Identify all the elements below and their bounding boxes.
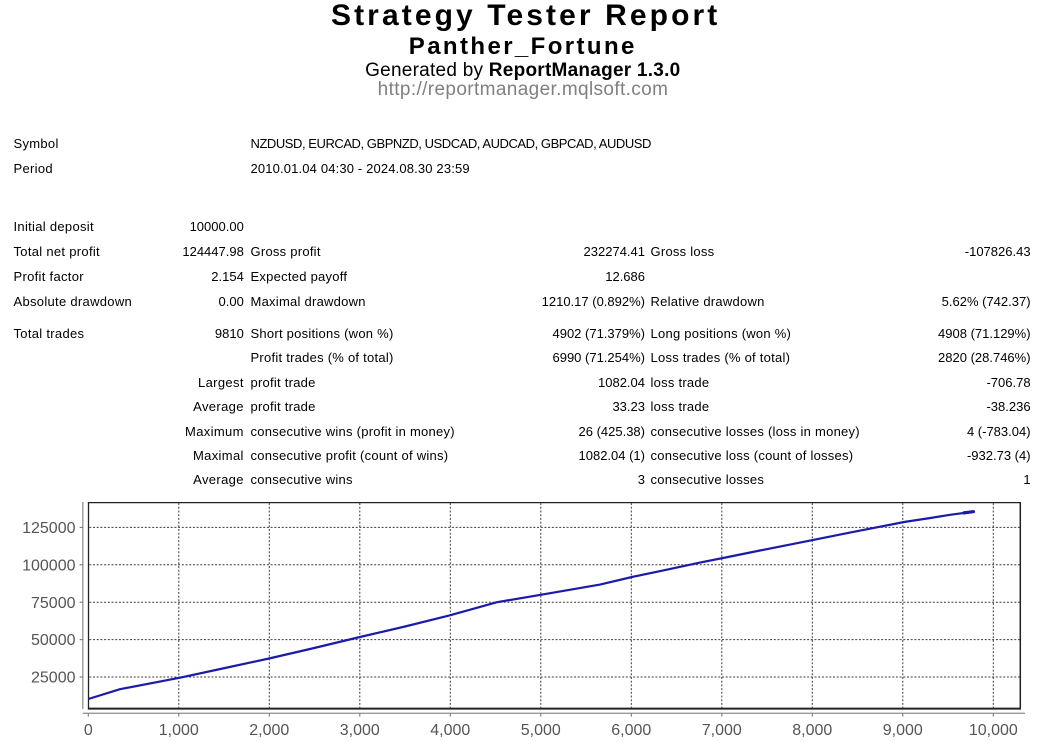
svg-text:1,000: 1,000: [159, 722, 199, 739]
svg-text:10,000: 10,000: [969, 722, 1018, 739]
svg-text:0: 0: [84, 722, 93, 739]
svg-text:8,000: 8,000: [792, 722, 832, 739]
svg-text:75000: 75000: [31, 595, 76, 612]
svg-text:2,000: 2,000: [249, 722, 289, 739]
svg-text:50000: 50000: [31, 632, 76, 649]
svg-text:7,000: 7,000: [702, 722, 742, 739]
svg-text:25000: 25000: [31, 670, 76, 687]
svg-text:6,000: 6,000: [611, 722, 651, 739]
svg-text:125000: 125000: [22, 520, 75, 537]
svg-text:9,000: 9,000: [883, 722, 923, 739]
svg-text:5,000: 5,000: [521, 722, 561, 739]
svg-text:3,000: 3,000: [340, 722, 380, 739]
svg-text:100000: 100000: [22, 557, 75, 574]
svg-text:4,000: 4,000: [430, 722, 470, 739]
